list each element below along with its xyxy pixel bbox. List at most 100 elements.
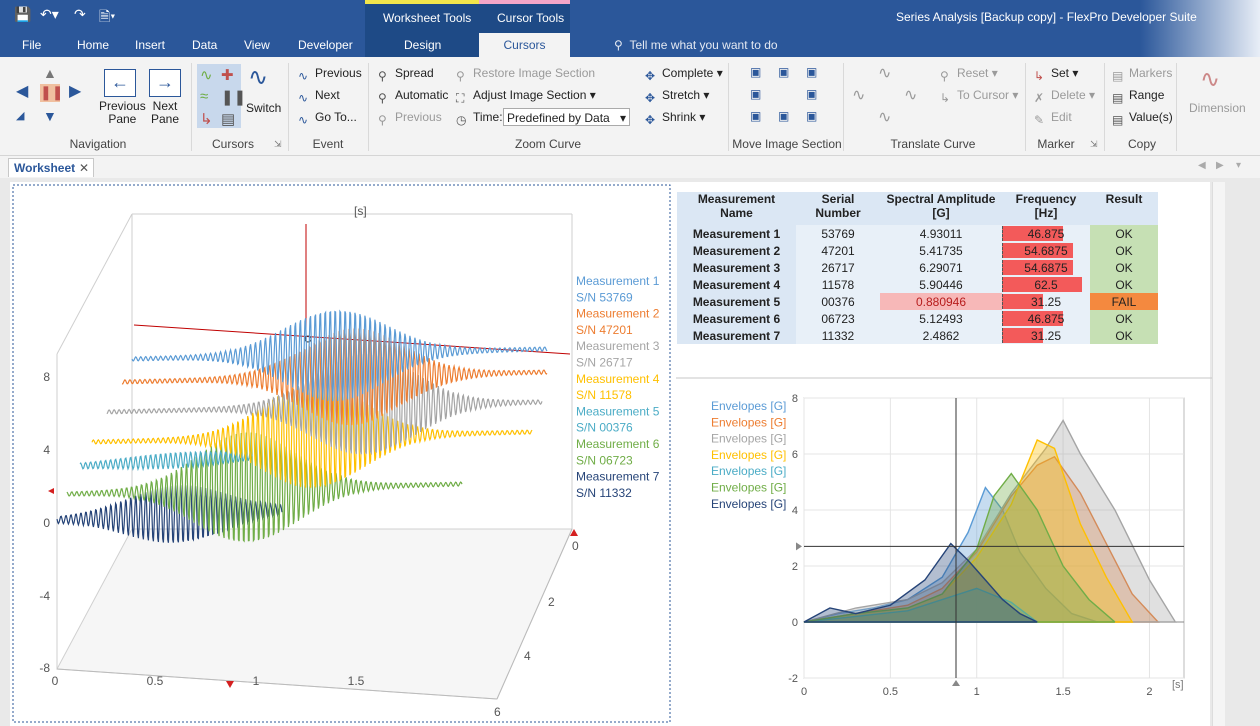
move-up-icon[interactable]: ▣ (778, 65, 790, 79)
cell-result[interactable]: OK (1090, 242, 1158, 259)
move-up-right-icon[interactable]: ▣ (806, 65, 818, 79)
tab-scroll-left-icon[interactable]: ◀ (1198, 160, 1206, 171)
zoom-automatic-button[interactable]: ⚲ Automatic (378, 88, 449, 105)
tab-developer[interactable]: Developer (298, 38, 353, 52)
cell-result[interactable]: OK (1090, 259, 1158, 276)
z-cursor-marker[interactable] (570, 529, 578, 536)
cell-spectral-amplitude[interactable]: 2.4862 (880, 327, 1002, 344)
tab-list-icon[interactable]: ▾ (1236, 160, 1242, 171)
dimension-icon[interactable]: ∿ (1200, 66, 1221, 93)
envelope-x-cursor-marker[interactable] (952, 680, 960, 686)
cell-spectral-amplitude[interactable]: 4.93011 (880, 225, 1002, 242)
previous-pane-button[interactable]: Previous Pane (99, 99, 146, 126)
marker-to-cursor-button[interactable]: ↳ To Cursor ▾ (940, 88, 1019, 105)
zoom-complete-button[interactable]: ✥ Complete ▾ (645, 66, 723, 83)
tab-file[interactable]: File (22, 38, 42, 52)
envelope-legend-entry[interactable]: Envelopes [G] (711, 415, 786, 429)
previous-pane-icon[interactable]: ← (104, 69, 136, 97)
translate-up-icon[interactable]: ∿ (878, 65, 892, 82)
envelope-series-area[interactable] (803, 542, 1038, 623)
move-up-left-icon[interactable]: ▣ (750, 65, 762, 79)
legend-entry[interactable]: S/N 26717 (576, 356, 633, 370)
translate-down-icon[interactable]: ∿ (878, 109, 892, 126)
envelope-series-area[interactable] (803, 472, 1116, 623)
legend-entry[interactable]: S/N 06723 (576, 453, 633, 467)
envelope-legend-entry[interactable]: Envelopes [G] (711, 497, 786, 511)
y-cursor-marker[interactable] (48, 488, 54, 494)
envelope-legend-entry[interactable]: Envelopes [G] (711, 464, 786, 478)
zoom-spread-button[interactable]: ⚲ Spread (378, 66, 434, 83)
tell-me-search[interactable]: ⚲ Tell me what you want to do (614, 38, 778, 52)
cell-serial-number[interactable]: 11332 (796, 327, 880, 344)
waterfall-series-line[interactable] (66, 432, 463, 543)
cell-result[interactable]: OK (1090, 310, 1158, 327)
tab-view[interactable]: View (244, 38, 270, 52)
envelope-series-area[interactable] (803, 418, 1177, 623)
switch-icon[interactable]: ∿ (248, 64, 269, 91)
cursor-wave-icon[interactable]: ∿ (200, 67, 213, 84)
switch-button[interactable]: Switch (246, 101, 282, 115)
marker-set-button[interactable]: ↳ Set ▾ (1034, 66, 1079, 83)
move-down-icon[interactable]: ▣ (778, 109, 790, 123)
cell-result[interactable]: FAIL (1090, 293, 1158, 310)
nav-down-icon[interactable]: ▼ (43, 108, 57, 124)
copy-range-button[interactable]: ▤ Range (1112, 88, 1165, 105)
undo-icon[interactable]: ↶▾ (40, 6, 59, 22)
cursor-horizontal-line[interactable] (133, 324, 571, 355)
cursor-step-icon[interactable]: ↳ (200, 111, 213, 128)
marker-edit-button[interactable]: ✎ Edit (1034, 110, 1072, 127)
translate-right-icon[interactable]: ∿ (904, 87, 918, 104)
vertical-scrollbar[interactable] (1212, 182, 1225, 726)
envelope-y-cursor-marker[interactable] (796, 542, 802, 551)
restore-image-section-button[interactable]: ⚲ Restore Image Section (456, 66, 596, 83)
event-next-button[interactable]: ∿ Next (298, 88, 340, 105)
legend-entry[interactable]: Measurement 4 (576, 372, 660, 386)
tab-scroll-right-icon[interactable]: ▶ (1216, 160, 1224, 171)
move-down-left-icon[interactable]: ▣ (750, 109, 762, 123)
waterfall-series-line[interactable] (106, 354, 543, 456)
cell-frequency[interactable]: 62.5 (1002, 276, 1090, 293)
waterfall-series-line[interactable] (131, 309, 548, 402)
legend-entry[interactable]: Measurement 6 (576, 437, 660, 451)
legend-entry[interactable]: Measurement 1 (576, 274, 660, 288)
cursor-lines-icon[interactable]: ❚❚ (221, 89, 247, 106)
legend-entry[interactable]: S/N 47201 (576, 323, 633, 337)
cell-measurement-name[interactable]: Measurement 3 (677, 259, 796, 276)
waterfall-series-line[interactable] (79, 450, 253, 472)
copy-markers-button[interactable]: ▤ Markers (1112, 66, 1173, 83)
redo-icon[interactable]: ↷ (74, 6, 86, 22)
cell-spectral-amplitude[interactable]: 0.880946 (880, 293, 1002, 310)
adjust-image-section-button[interactable]: ⛶ Adjust Image Section ▾ (456, 88, 596, 105)
cell-frequency[interactable]: 54.6875 (1002, 259, 1090, 276)
new-document-icon[interactable]: 🗎▾ (99, 8, 116, 24)
envelope-legend-entry[interactable]: Envelopes [G] (711, 448, 786, 462)
cell-measurement-name[interactable]: Measurement 4 (677, 276, 796, 293)
cell-spectral-amplitude[interactable]: 5.41735 (880, 242, 1002, 259)
marker-reset-button[interactable]: ⚲ Reset ▾ (940, 66, 998, 83)
event-goto-button[interactable]: ∿ Go To... (298, 110, 357, 127)
cell-measurement-name[interactable]: Measurement 1 (677, 225, 796, 242)
cell-measurement-name[interactable]: Measurement 6 (677, 310, 796, 327)
cell-serial-number[interactable]: 11578 (796, 276, 880, 293)
move-left-icon[interactable]: ▣ (750, 87, 762, 101)
cell-spectral-amplitude[interactable]: 5.12493 (880, 310, 1002, 327)
cell-frequency[interactable]: 46.875 (1002, 310, 1090, 327)
envelope-legend-entry[interactable]: Envelopes [G] (711, 399, 786, 413)
cell-serial-number[interactable]: 26717 (796, 259, 880, 276)
nav-pause-icon[interactable]: ❚❚ (40, 84, 64, 102)
marker-dialog-launcher-icon[interactable]: ⇲ (1090, 139, 1098, 149)
save-icon[interactable]: 💾 (14, 6, 32, 22)
legend-entry[interactable]: Measurement 5 (576, 404, 660, 418)
next-pane-button[interactable]: Next Pane (151, 99, 180, 126)
x-cursor-marker[interactable] (226, 681, 234, 688)
cell-serial-number[interactable]: 00376 (796, 293, 880, 310)
cell-spectral-amplitude[interactable]: 5.90446 (880, 276, 1002, 293)
copy-values-button[interactable]: ▤ Value(s) (1112, 110, 1173, 127)
cell-measurement-name[interactable]: Measurement 2 (677, 242, 796, 259)
cell-frequency[interactable]: 31.25 (1002, 293, 1090, 310)
tab-data[interactable]: Data (192, 38, 218, 52)
cell-result[interactable]: OK (1090, 276, 1158, 293)
cell-measurement-name[interactable]: Measurement 5 (677, 293, 796, 310)
